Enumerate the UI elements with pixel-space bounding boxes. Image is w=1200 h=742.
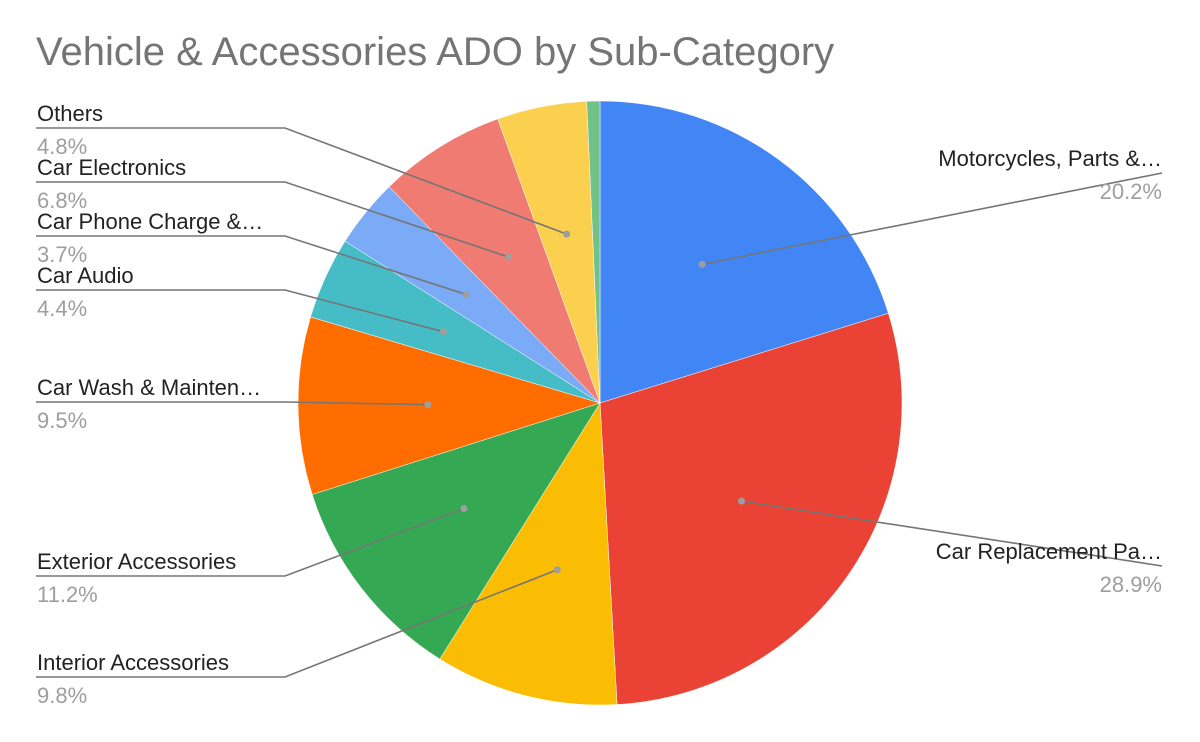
leader-line bbox=[701, 172, 1163, 266]
leader-line bbox=[36, 181, 509, 258]
slice-percent: 4.8% bbox=[37, 134, 87, 159]
slice-percent: 28.9% bbox=[1100, 572, 1162, 597]
pie-slice-unlabeled bbox=[586, 100, 601, 404]
pie-slice-car-electronics bbox=[388, 118, 601, 404]
leader-line bbox=[36, 289, 444, 333]
slice-percent: 11.2% bbox=[37, 582, 98, 607]
leader-line bbox=[36, 235, 467, 296]
leader-dot bbox=[553, 566, 561, 574]
slice-percent: 6.8% bbox=[37, 188, 87, 213]
slice-percent: 9.8% bbox=[37, 683, 87, 708]
leader-dot bbox=[460, 505, 468, 512]
leader-dot bbox=[462, 291, 470, 298]
pie-slice-car-wash-mainten bbox=[297, 316, 601, 495]
slice-percent: 20.2% bbox=[1100, 179, 1162, 204]
leader-dot bbox=[563, 230, 571, 238]
pie-slice-car-replacement-pa bbox=[599, 312, 903, 705]
slice-percent: 4.4% bbox=[37, 296, 87, 321]
pie-slice-motorcycles-parts bbox=[599, 100, 889, 404]
leader-line bbox=[36, 127, 567, 235]
leader-dot bbox=[439, 328, 447, 336]
leader-dot bbox=[424, 401, 432, 409]
leader-dot bbox=[505, 253, 513, 261]
leader-dot bbox=[738, 497, 745, 505]
slice-label: Car Replacement Pa… bbox=[936, 539, 1162, 564]
leader-dot bbox=[698, 260, 706, 268]
leader-line bbox=[36, 568, 558, 678]
slice-label: Exterior Accessories bbox=[37, 549, 236, 574]
pie-callouts: Motorcycles, Parts &… 20.2% Car Replacemen… bbox=[36, 101, 1163, 708]
slice-percent: 3.7% bbox=[37, 242, 87, 267]
slice-label: Interior Accessories bbox=[37, 650, 229, 675]
slice-percent: 9.5% bbox=[37, 408, 87, 433]
slice-label: Motorcycles, Parts &… bbox=[938, 146, 1162, 171]
pie-slice-interior-accessories bbox=[439, 402, 618, 706]
pie-slice-exterior-accessories bbox=[311, 402, 601, 660]
slice-label: Car Phone Charge &… bbox=[37, 209, 263, 234]
leader-line bbox=[741, 500, 1163, 567]
slice-label: Car Audio bbox=[37, 263, 134, 288]
leader-line bbox=[36, 507, 465, 577]
chart-title: Vehicle & Accessories ADO by Sub-Categor… bbox=[36, 30, 835, 74]
pie-slices bbox=[297, 100, 903, 706]
leader-line bbox=[36, 401, 428, 406]
slice-label: Others bbox=[37, 101, 103, 126]
slice-label: Car Wash & Mainten… bbox=[37, 375, 261, 400]
slice-label: Car Electronics bbox=[37, 155, 186, 180]
